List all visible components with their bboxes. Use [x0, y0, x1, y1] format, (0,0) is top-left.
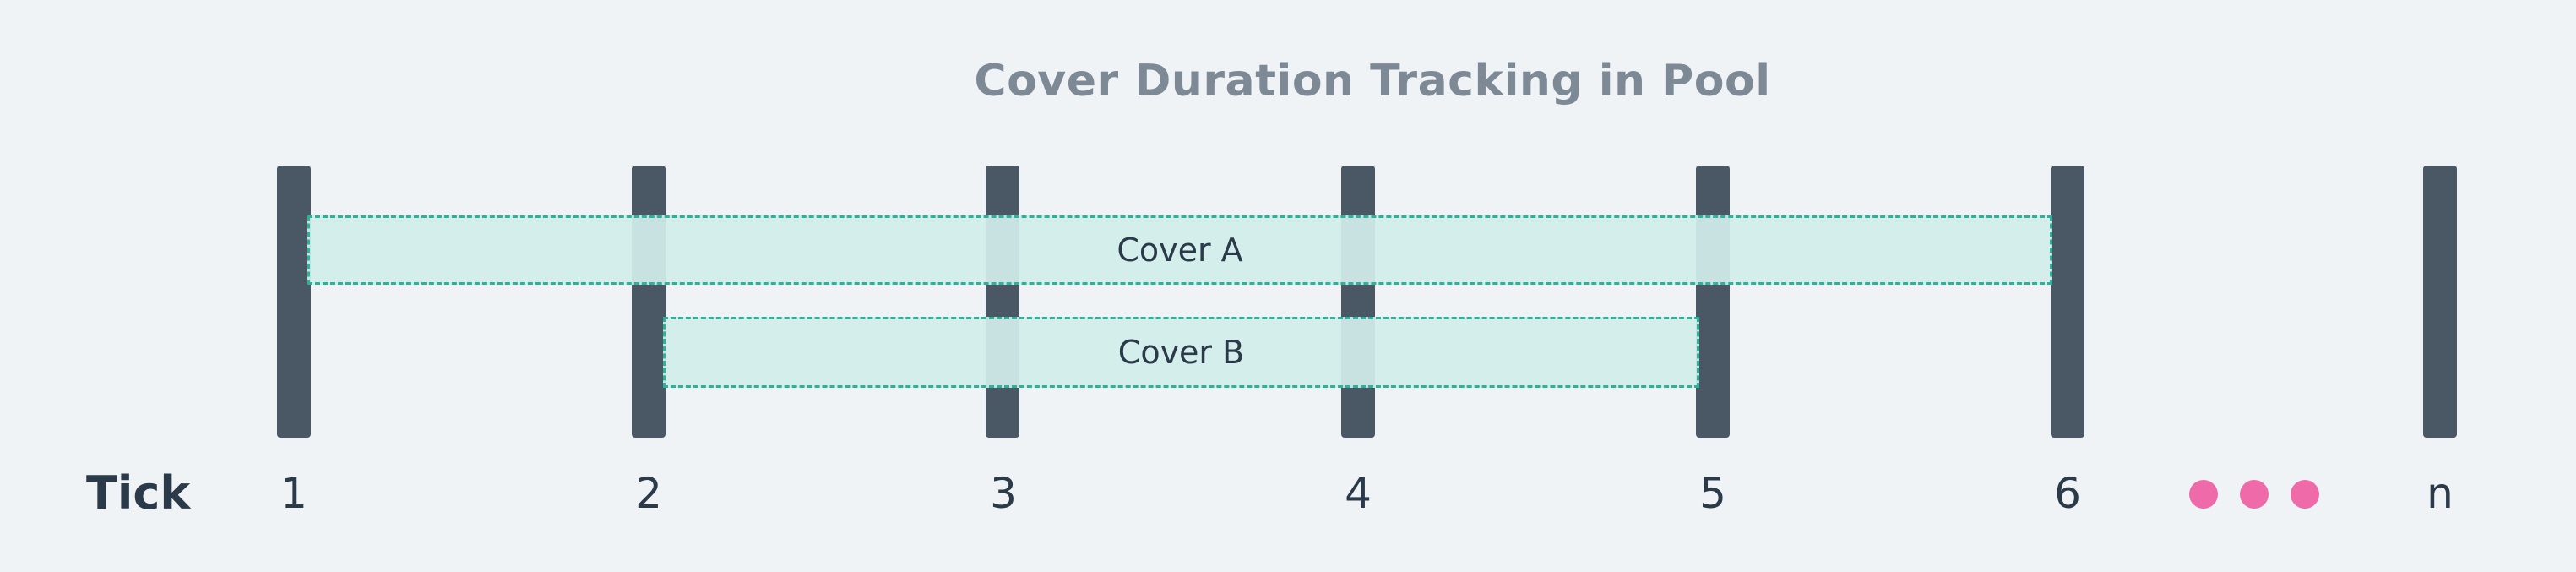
- cover-a-label: Cover A: [1117, 232, 1243, 269]
- tick-bar-2: [632, 166, 666, 438]
- tick-bar-4: [1341, 166, 1375, 438]
- cover-b-bar: Cover B: [663, 317, 1699, 388]
- dot-2: [2240, 480, 2269, 509]
- tick-label-2: 2: [635, 469, 662, 518]
- cover-a-bar: Cover A: [307, 215, 2052, 285]
- tick-label-n: n: [2427, 469, 2454, 518]
- tick-label-6: 6: [2054, 469, 2081, 518]
- tick-label-3: 3: [990, 469, 1017, 518]
- dot-1: [2189, 480, 2218, 509]
- tick-bar-3: [986, 166, 1019, 438]
- diagram-title: Cover Duration Tracking in Pool: [974, 56, 1771, 106]
- tick-bar-6: [2051, 166, 2084, 438]
- tick-bar-5: [1696, 166, 1730, 438]
- cover-b-label: Cover B: [1117, 334, 1245, 371]
- tick-label-4: 4: [1345, 469, 1372, 518]
- tick-axis-label: Tick: [86, 466, 191, 520]
- tick-bar-n: [2423, 166, 2457, 438]
- tick-label-5: 5: [1699, 469, 1726, 518]
- tick-bar-1: [277, 166, 311, 438]
- tick-label-1: 1: [280, 469, 307, 518]
- dot-3: [2291, 480, 2319, 509]
